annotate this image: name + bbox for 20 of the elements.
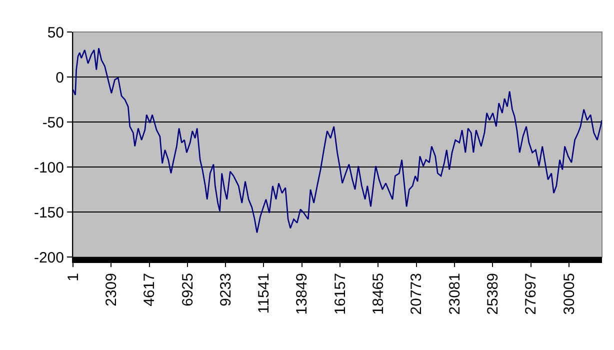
x-tick-label: 27697 [522, 273, 540, 315]
x-tick-label: 18465 [370, 273, 388, 315]
x-tick-label: 25389 [484, 273, 502, 315]
x-tick-label: 2309 [103, 273, 120, 306]
x-tick-label: 11541 [256, 273, 273, 314]
y-tick-label: -150 [34, 204, 64, 222]
y-tick-label: 50 [47, 24, 64, 42]
y-tick-label: -100 [34, 159, 64, 176]
y-tick-label: -200 [34, 249, 64, 266]
x-tick-label: 16157 [332, 273, 349, 315]
x-tick-label: 20773 [408, 273, 426, 315]
x-tick-label: 30005 [560, 273, 578, 315]
x-tick-label: 13849 [294, 273, 311, 315]
x-tick-label: 4617 [141, 273, 158, 306]
y-tick-label: -50 [42, 114, 64, 132]
x-tick-label: 23081 [446, 273, 464, 315]
x-tick-label: 9233 [217, 273, 234, 306]
y-tick-label: 0 [56, 69, 64, 86]
x-tick-label: 6925 [179, 273, 196, 306]
x-tick-label: 1 [64, 273, 82, 282]
